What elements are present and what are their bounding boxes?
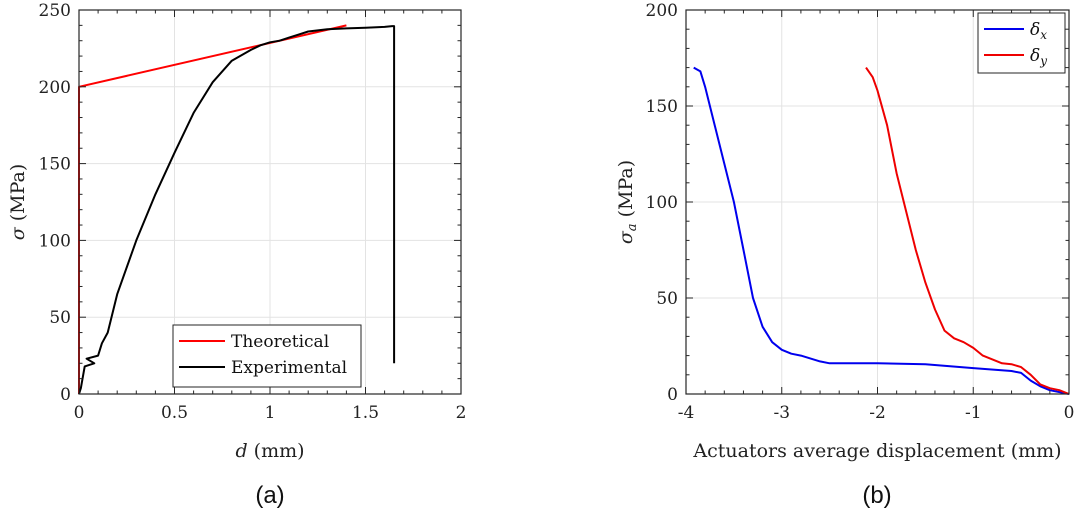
chart-a: 0 0.5 1 1.5 2 0 50 100 150 200 250 d (mm) σ (MPa) The…: [7, 1, 466, 509]
y-axis-label: σ (MPa): [7, 164, 29, 241]
x-tick-label: 1.5: [352, 403, 379, 423]
y-tick-label: 200: [39, 78, 71, 98]
y-tick-label: 100: [39, 231, 71, 251]
y-tick-label: 50: [656, 289, 678, 309]
series-line-δx: [693, 66, 1070, 395]
y-tick-label: 0: [667, 385, 678, 405]
x-axis-label: Actuators average displacement (mm): [692, 440, 1061, 462]
x-tick-label: 0: [74, 403, 85, 423]
y-tick-label: 50: [49, 308, 71, 328]
y-tick-label: 200: [646, 1, 678, 21]
x-tick-label: 1: [265, 403, 276, 423]
y-tick-label: 150: [39, 155, 71, 175]
x-axis-label: d (mm): [235, 440, 304, 462]
legend: Theoretical Experimental: [172, 324, 362, 388]
x-tick-label: 0.5: [161, 403, 188, 423]
legend-box: [172, 324, 362, 388]
x-tick-label: 2: [456, 403, 467, 423]
y-tick-label: 100: [646, 193, 678, 213]
x-tick-label: -3: [773, 403, 790, 423]
chart-b: -4 -3 -2 -1 0 0 50 100 150 200 Actuators average d…: [615, 1, 1074, 509]
y-axis-label: σa (MPa): [615, 160, 640, 244]
series-line-δy: [865, 67, 1070, 395]
legend-label: δy: [1030, 46, 1047, 68]
legend-box: [977, 12, 1066, 74]
panel-label: (b): [862, 482, 891, 509]
legend-label: Theoretical: [231, 332, 329, 352]
y-tick-label: 150: [646, 97, 678, 117]
y-tick-label: 0: [60, 385, 71, 405]
y-tick-label: 250: [39, 1, 71, 21]
legend: δx δy: [977, 12, 1066, 74]
panel-label: (a): [255, 482, 284, 509]
x-tick-label: -4: [678, 403, 695, 423]
x-tick-label: -1: [965, 403, 982, 423]
legend-label: δx: [1030, 20, 1047, 42]
x-tick-label: -2: [869, 403, 886, 423]
series-line-Experimental: [78, 25, 396, 395]
legend-label: Experimental: [231, 358, 347, 378]
x-tick-label: 0: [1064, 403, 1075, 423]
